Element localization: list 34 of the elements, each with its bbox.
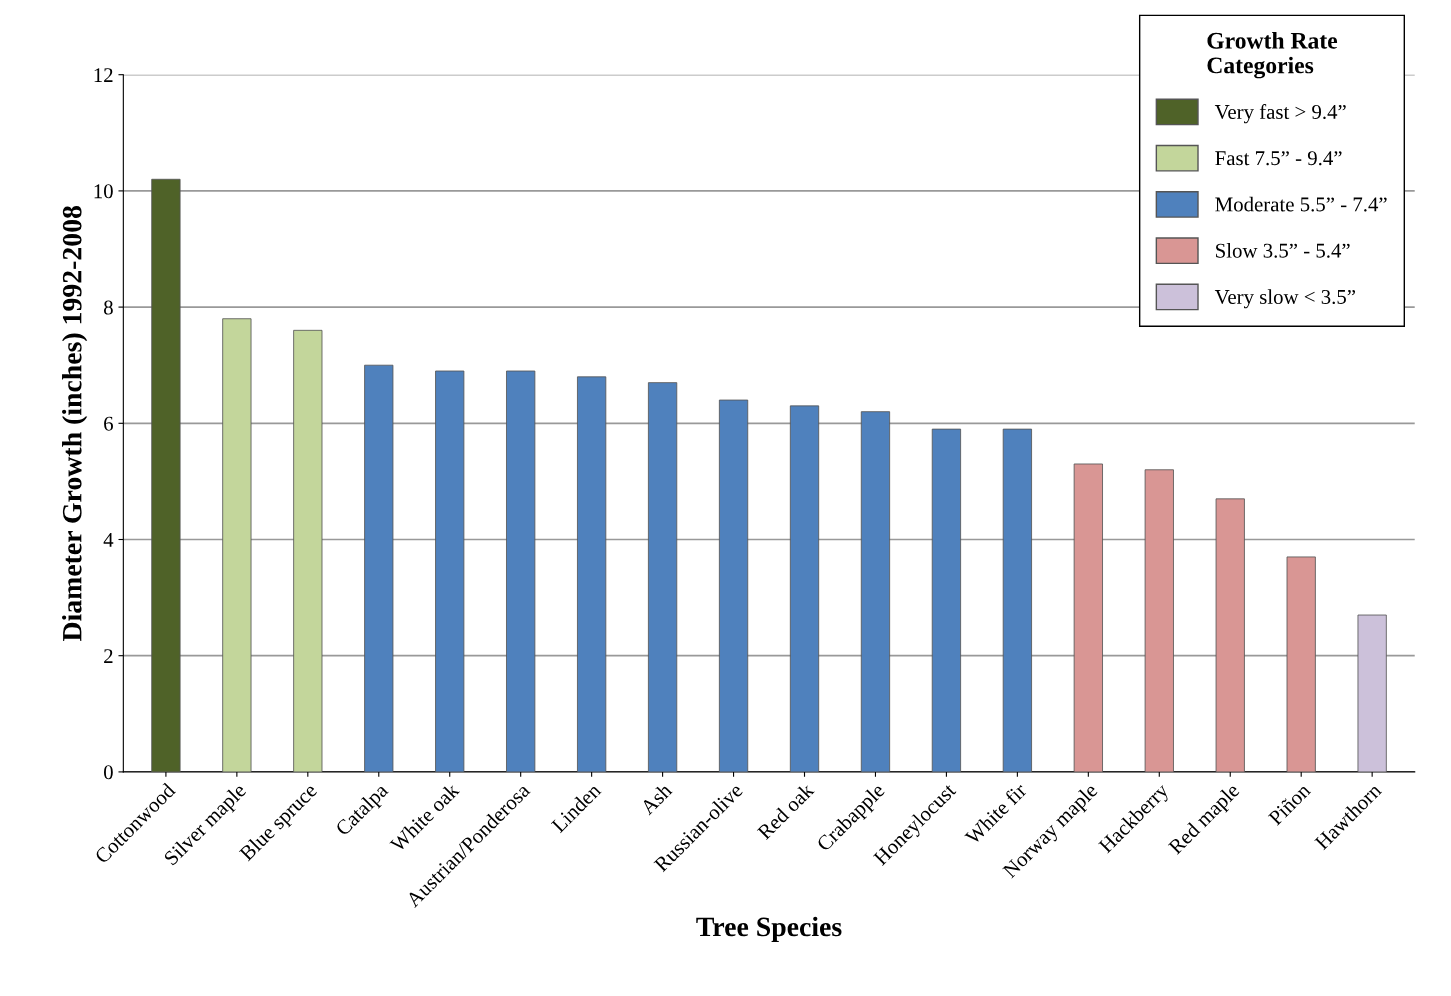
bar [1357,614,1387,772]
legend-label: Very slow < 3.5” [1214,289,1356,309]
y-tick-label: 10 [94,184,113,199]
bar [789,405,820,772]
bar [435,370,465,772]
bar [1073,463,1103,772]
legend-title: Growth Rate Categories [1207,32,1338,79]
bar [718,399,749,772]
legend-label: Very fast > 9.4” [1214,104,1346,124]
bar [364,364,394,772]
legend-label: Moderate 5.5” - 7.4” [1215,196,1387,212]
y-tick-label: 0 [103,765,113,780]
bar [293,329,323,772]
bar [1002,428,1032,772]
bar [647,382,678,772]
legend-label: Slow 3.5” - 5.4” [1216,243,1350,258]
bar [506,370,536,772]
y-axis-title: Diameter Growth (inches) 1992-2008 [62,206,88,642]
bar [931,428,962,772]
y-tick-label: 6 [104,416,113,431]
y-tick-label: 12 [94,68,113,82]
x-tick-label: Red oak [756,781,815,841]
bar [1286,556,1316,772]
legend-label: Fast 7.5” - 9.4” [1215,151,1342,166]
bar [860,411,891,772]
bar [577,376,607,772]
bar [151,178,181,772]
bar [222,318,252,772]
y-tick-label: 4 [103,533,114,547]
y-tick-label: 2 [104,649,113,663]
bar [1144,469,1174,772]
y-tick-label: 8 [103,300,113,315]
bar [1215,498,1245,772]
x-axis-title: Tree Species [696,916,842,942]
